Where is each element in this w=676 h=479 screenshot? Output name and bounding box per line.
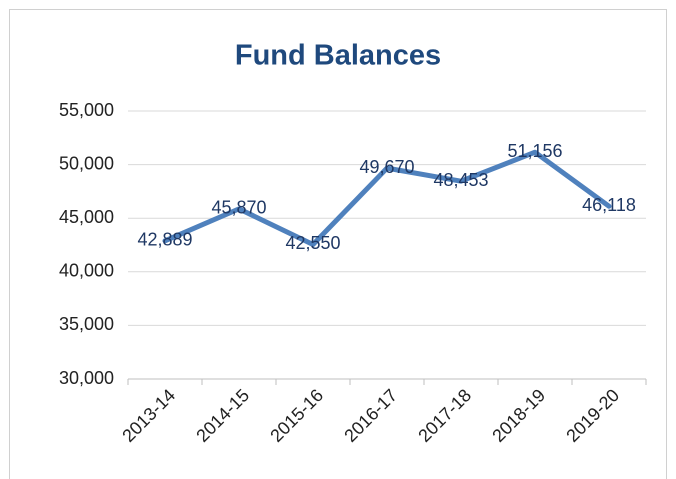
data-label: 48,453 — [433, 170, 488, 190]
y-tick-label: 55,000 — [59, 100, 114, 120]
y-tick-label: 30,000 — [59, 368, 114, 388]
line-series — [162, 149, 612, 247]
data-label: 49,670 — [359, 157, 414, 177]
chart-border — [9, 9, 667, 479]
data-label: 46,118 — [582, 195, 636, 215]
data-label: 42,889 — [137, 230, 192, 250]
data-label: 42,550 — [285, 233, 340, 253]
y-tick-label: 35,000 — [59, 314, 114, 334]
data-label: 45,870 — [211, 198, 266, 218]
y-tick-label: 50,000 — [59, 153, 114, 173]
y-tick-label: 40,000 — [59, 261, 114, 281]
data-label: 51,156 — [507, 141, 562, 161]
chart-title: Fund Balances — [235, 40, 441, 72]
y-tick-label: 45,000 — [59, 207, 114, 227]
